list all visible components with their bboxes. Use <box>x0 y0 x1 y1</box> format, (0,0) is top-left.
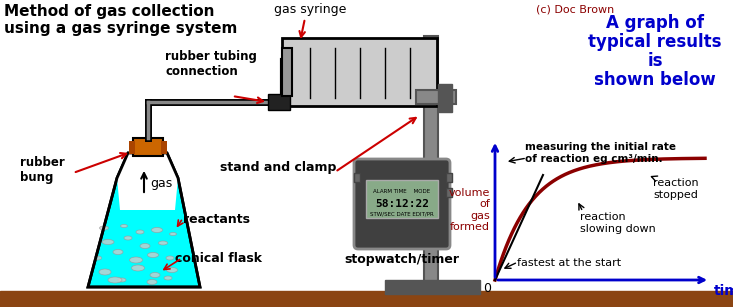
Polygon shape <box>117 153 178 210</box>
Bar <box>129 141 135 154</box>
Text: conical flask: conical flask <box>175 252 262 265</box>
Text: volume
of
gas
formed: volume of gas formed <box>449 188 490 232</box>
Ellipse shape <box>166 256 174 260</box>
Ellipse shape <box>164 276 172 280</box>
Text: reaction
stopped: reaction stopped <box>653 178 699 200</box>
Bar <box>385 280 480 294</box>
Text: gas syringe: gas syringe <box>274 3 346 16</box>
Ellipse shape <box>166 267 177 273</box>
Ellipse shape <box>118 278 126 282</box>
Ellipse shape <box>140 243 150 248</box>
Text: time: time <box>714 284 733 298</box>
Polygon shape <box>88 153 200 287</box>
Ellipse shape <box>108 277 122 283</box>
Bar <box>438 84 452 112</box>
Bar <box>282 48 292 96</box>
Text: gas: gas <box>150 177 172 191</box>
Text: rubber
bung: rubber bung <box>20 156 65 184</box>
Bar <box>354 173 360 182</box>
Bar <box>366 180 438 218</box>
Text: is: is <box>647 52 663 70</box>
Text: Method of gas collection
using a gas syringe system: Method of gas collection using a gas syr… <box>4 4 237 37</box>
Text: shown below: shown below <box>594 71 716 89</box>
Bar <box>161 141 167 154</box>
Bar <box>268 94 290 110</box>
Text: 0: 0 <box>483 282 491 295</box>
Text: fastest at the start: fastest at the start <box>517 258 621 268</box>
Text: rubber tubing
connection: rubber tubing connection <box>165 50 257 78</box>
Ellipse shape <box>95 256 101 260</box>
Bar <box>424 36 438 292</box>
Ellipse shape <box>169 232 177 235</box>
Ellipse shape <box>130 257 142 263</box>
Ellipse shape <box>113 250 123 255</box>
Text: typical results: typical results <box>589 33 722 51</box>
Ellipse shape <box>152 227 163 232</box>
Bar <box>282 38 437 106</box>
Text: STW/SEC DATE EDIT/PR: STW/SEC DATE EDIT/PR <box>370 211 434 216</box>
Ellipse shape <box>147 279 157 285</box>
Bar <box>446 188 452 197</box>
Text: (c) Doc Brown: (c) Doc Brown <box>536 4 614 14</box>
Text: reactants: reactants <box>183 213 250 226</box>
Ellipse shape <box>131 265 144 271</box>
Ellipse shape <box>120 224 128 227</box>
Ellipse shape <box>158 241 168 245</box>
Text: stand and clamp: stand and clamp <box>220 161 336 174</box>
Text: ALARM TIME    MODE: ALARM TIME MODE <box>373 189 430 194</box>
Text: A graph of: A graph of <box>606 14 704 32</box>
Ellipse shape <box>99 269 111 275</box>
Bar <box>0 291 733 307</box>
Ellipse shape <box>136 230 144 234</box>
FancyBboxPatch shape <box>354 159 450 249</box>
Text: reaction
slowing down: reaction slowing down <box>580 212 656 234</box>
Ellipse shape <box>147 252 158 258</box>
Bar <box>133 138 163 156</box>
Ellipse shape <box>100 226 108 230</box>
Bar <box>446 173 452 182</box>
Bar <box>416 90 456 104</box>
Text: measuring the initial rate
of reaction eg cm³/min.: measuring the initial rate of reaction e… <box>525 142 676 164</box>
Text: 58:12:22: 58:12:22 <box>375 199 429 209</box>
Ellipse shape <box>102 239 114 244</box>
Ellipse shape <box>124 236 132 240</box>
Ellipse shape <box>150 273 160 278</box>
Text: stopwatch/timer: stopwatch/timer <box>345 253 460 266</box>
